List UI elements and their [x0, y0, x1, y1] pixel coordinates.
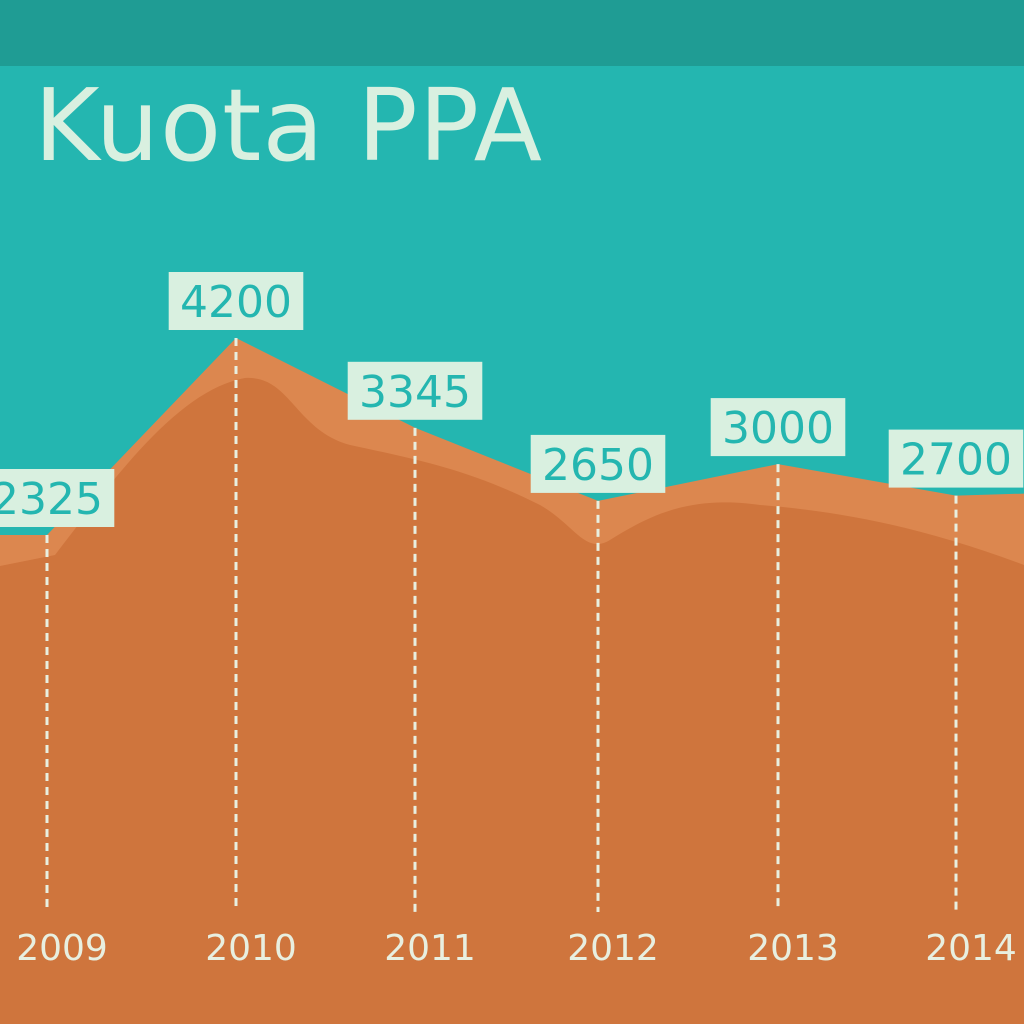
chart-marks: 2325 2009 4200 2010 3345 2011 2650 2012 3000 2013…	[0, 272, 1024, 969]
value-label-2013: 3000	[722, 403, 834, 454]
x-tick-label-2009: 2009	[16, 928, 108, 969]
area-front-series	[0, 377, 1024, 1024]
value-label-box-2012	[530, 434, 666, 493]
page-title: Kuota PPA	[34, 67, 544, 184]
top-band	[0, 0, 1024, 66]
x-tick-label-2011: 2011	[384, 928, 476, 969]
x-tick-label-2012: 2012	[567, 928, 659, 969]
value-label-box-2009	[0, 469, 115, 527]
value-label-2010: 4200	[180, 277, 292, 328]
value-label-box-2014	[888, 429, 1024, 488]
value-label-box-2011	[347, 361, 483, 420]
value-label-2009: 2325	[0, 474, 103, 525]
value-label-box-2010	[168, 272, 304, 330]
x-tick-label-2010: 2010	[205, 928, 297, 969]
value-label-box-2013	[710, 398, 846, 457]
value-label-2014: 2700	[900, 435, 1012, 486]
x-tick-label-2014: 2014	[925, 928, 1017, 969]
value-label-2011: 3345	[359, 367, 471, 418]
value-label-2012: 2650	[542, 440, 654, 491]
x-tick-label-2013: 2013	[747, 928, 839, 969]
